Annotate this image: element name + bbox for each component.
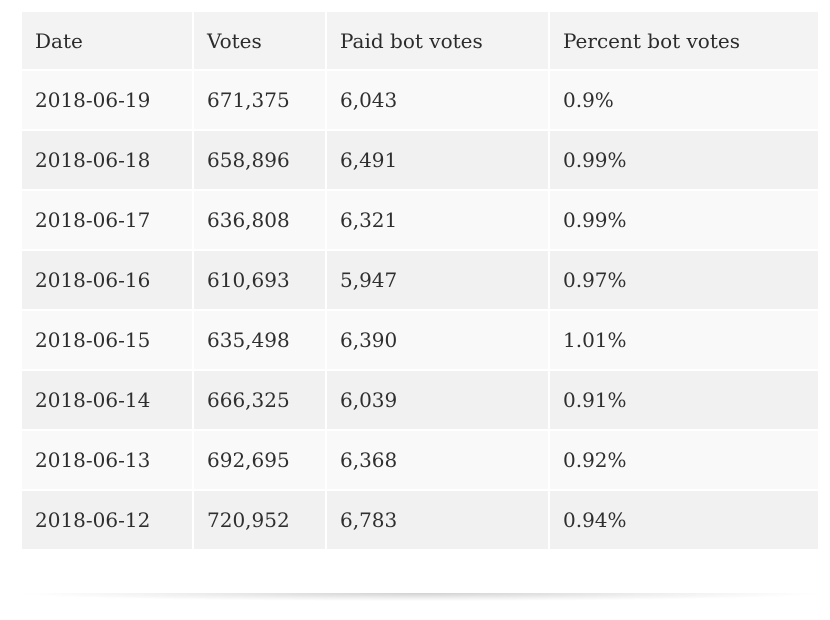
cell-date: 2018-06-13 [22,430,194,491]
header-votes: Votes [193,12,327,71]
table-header-row: Date Votes Paid bot votes Percent bot vo… [22,12,818,71]
cell-percent-bot-votes: 0.91% [549,370,818,431]
header-percent-bot-votes: Percent bot votes [549,12,818,71]
cell-date: 2018-06-14 [22,370,194,431]
section-divider-shadow [22,593,818,601]
table-row: 2018-06-14 666,325 6,039 0.91% [22,370,818,431]
cell-paid-bot-votes: 6,039 [326,370,550,431]
header-paid-bot-votes: Paid bot votes [326,12,550,71]
cell-date: 2018-06-18 [22,130,194,191]
cell-date: 2018-06-16 [22,250,194,311]
cell-votes: 720,952 [193,490,327,551]
cell-paid-bot-votes: 6,368 [326,430,550,491]
cell-paid-bot-votes: 6,043 [326,70,550,131]
cell-percent-bot-votes: 0.9% [549,70,818,131]
cell-paid-bot-votes: 6,783 [326,490,550,551]
table-row: 2018-06-18 658,896 6,491 0.99% [22,130,818,191]
cell-percent-bot-votes: 0.94% [549,490,818,551]
cell-percent-bot-votes: 0.99% [549,190,818,251]
cell-paid-bot-votes: 6,390 [326,310,550,371]
votes-table: Date Votes Paid bot votes Percent bot vo… [22,12,818,551]
table-row: 2018-06-19 671,375 6,043 0.9% [22,70,818,131]
table-row: 2018-06-17 636,808 6,321 0.99% [22,190,818,251]
cell-percent-bot-votes: 0.97% [549,250,818,311]
cell-date: 2018-06-19 [22,70,194,131]
cell-votes: 635,498 [193,310,327,371]
table-row: 2018-06-15 635,498 6,390 1.01% [22,310,818,371]
table-row: 2018-06-13 692,695 6,368 0.92% [22,430,818,491]
cell-percent-bot-votes: 0.99% [549,130,818,191]
table-row: 2018-06-16 610,693 5,947 0.97% [22,250,818,311]
cell-date: 2018-06-17 [22,190,194,251]
cell-votes: 658,896 [193,130,327,191]
cell-votes: 666,325 [193,370,327,431]
cell-votes: 610,693 [193,250,327,311]
cell-votes: 636,808 [193,190,327,251]
cell-paid-bot-votes: 6,321 [326,190,550,251]
cell-percent-bot-votes: 1.01% [549,310,818,371]
votes-table-container: Date Votes Paid bot votes Percent bot vo… [22,12,818,551]
cell-date: 2018-06-15 [22,310,194,371]
table-row: 2018-06-12 720,952 6,783 0.94% [22,490,818,551]
cell-votes: 692,695 [193,430,327,491]
cell-percent-bot-votes: 0.92% [549,430,818,491]
cell-paid-bot-votes: 5,947 [326,250,550,311]
header-date: Date [22,12,194,71]
cell-votes: 671,375 [193,70,327,131]
cell-paid-bot-votes: 6,491 [326,130,550,191]
cell-date: 2018-06-12 [22,490,194,551]
